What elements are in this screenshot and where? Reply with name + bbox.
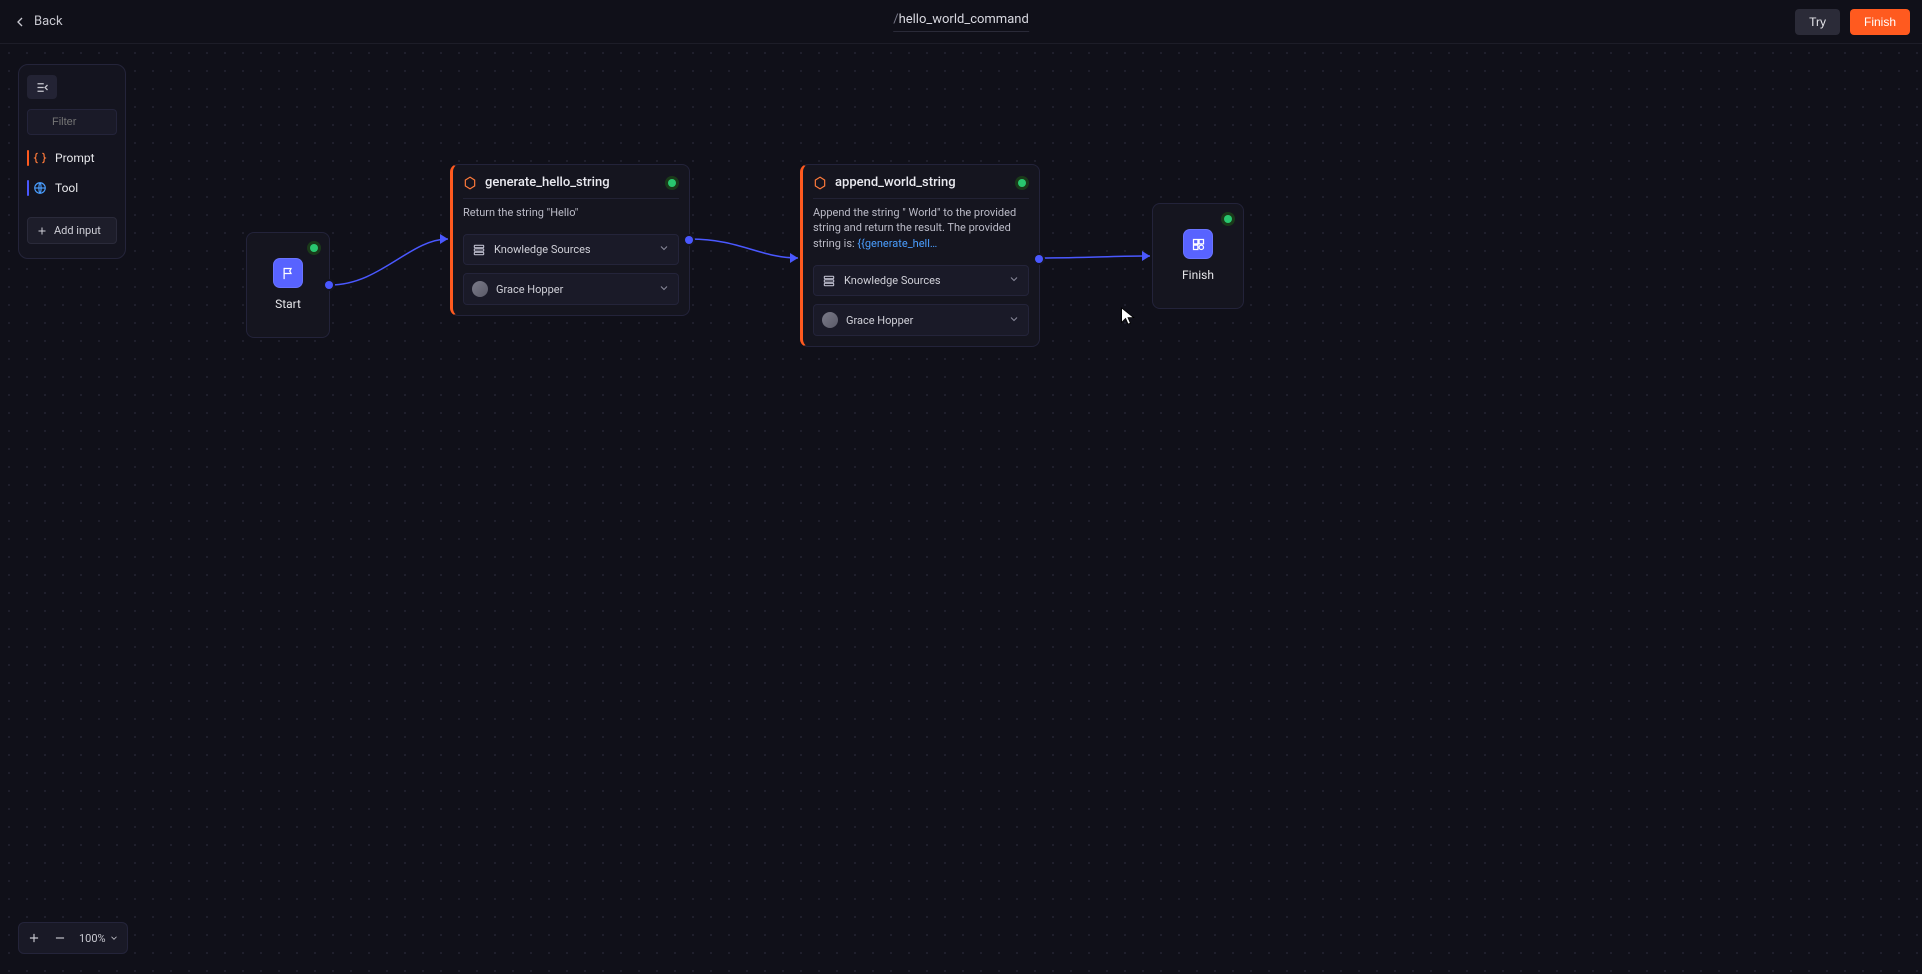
try-button[interactable]: Try: [1795, 9, 1840, 35]
minus-icon: [53, 931, 67, 945]
agent-dropdown[interactable]: Grace Hopper: [463, 273, 679, 305]
zoom-level-dropdown[interactable]: 100%: [75, 932, 123, 945]
knowledge-sources-label: Knowledge Sources: [844, 274, 941, 287]
plus-icon: [36, 225, 48, 237]
node-generate-hello-string[interactable]: generate_hello_string Return the string …: [450, 164, 690, 316]
status-success-icon: [665, 176, 679, 190]
title-text: hello_world_command: [899, 12, 1029, 27]
knowledge-sources-dropdown[interactable]: Knowledge Sources: [463, 234, 679, 265]
node-finish[interactable]: Finish: [1152, 203, 1244, 309]
avatar-icon: [822, 312, 838, 328]
node-label: Finish: [1182, 268, 1214, 282]
chevron-down-icon: [109, 933, 119, 943]
arrow-left-icon: [12, 14, 28, 30]
status-success-icon: [1221, 212, 1235, 226]
add-input-button[interactable]: Add input: [27, 217, 117, 244]
template-variable: {{generate_hell…: [857, 237, 937, 250]
node-title: generate_hello_string: [485, 175, 657, 190]
chevron-down-icon: [1008, 313, 1020, 328]
output-port[interactable]: [325, 281, 333, 289]
chevron-down-icon: [658, 282, 670, 297]
knowledge-sources-label: Knowledge Sources: [494, 243, 591, 256]
palette-item-tool[interactable]: Tool: [27, 175, 117, 201]
back-button[interactable]: Back: [12, 14, 63, 30]
header-bar: Back / hello_world_command Try Finish: [0, 0, 1922, 44]
filter-input[interactable]: [27, 109, 117, 135]
node-header: generate_hello_string: [463, 175, 679, 190]
palette-item-label: Tool: [55, 181, 78, 195]
node-start[interactable]: Start: [246, 232, 330, 338]
palette-item-label: Prompt: [55, 151, 95, 165]
avatar-icon: [472, 281, 488, 297]
knowledge-sources-dropdown[interactable]: Knowledge Sources: [813, 265, 1029, 296]
node-label: Start: [275, 297, 301, 311]
finish-icon: [1184, 230, 1212, 258]
status-success-icon: [1015, 176, 1029, 190]
zoom-out-button[interactable]: [49, 927, 71, 949]
chevron-down-icon: [1008, 273, 1020, 288]
globe-icon: [33, 181, 47, 195]
zoom-controls: 100%: [18, 922, 128, 954]
header-actions: Try Finish: [1795, 9, 1910, 35]
stack-icon: [472, 243, 486, 257]
panel-collapse-icon: [35, 80, 50, 95]
status-success-icon: [307, 241, 321, 255]
hexagon-icon: [813, 176, 827, 190]
agent-label: Grace Hopper: [496, 283, 563, 296]
output-port[interactable]: [1035, 255, 1043, 263]
braces-icon: [33, 151, 47, 165]
filter-wrap: [27, 109, 117, 145]
flag-icon: [274, 259, 302, 287]
node-description: Return the string "Hello": [463, 198, 679, 226]
back-label: Back: [34, 14, 63, 29]
node-description: Append the string " World" to the provid…: [813, 198, 1029, 257]
node-header: append_world_string: [813, 175, 1029, 190]
palette-collapse-button[interactable]: [27, 75, 57, 99]
finish-button[interactable]: Finish: [1850, 9, 1910, 35]
output-port[interactable]: [685, 236, 693, 244]
zoom-level-label: 100%: [79, 932, 106, 945]
stack-icon: [822, 274, 836, 288]
add-input-label: Add input: [54, 224, 101, 237]
flow-canvas[interactable]: Prompt Tool Add input Start: [0, 44, 1922, 974]
cursor-icon: [1120, 306, 1136, 326]
agent-label: Grace Hopper: [846, 314, 913, 327]
agent-dropdown[interactable]: Grace Hopper: [813, 304, 1029, 336]
chevron-down-icon: [658, 242, 670, 257]
node-palette: Prompt Tool Add input: [18, 64, 126, 259]
node-title: append_world_string: [835, 175, 1007, 190]
zoom-in-button[interactable]: [23, 927, 45, 949]
node-append-world-string[interactable]: append_world_string Append the string " …: [800, 164, 1040, 347]
hexagon-icon: [463, 176, 477, 190]
command-title[interactable]: / hello_world_command: [893, 12, 1029, 32]
palette-item-prompt[interactable]: Prompt: [27, 145, 117, 171]
plus-icon: [27, 931, 41, 945]
